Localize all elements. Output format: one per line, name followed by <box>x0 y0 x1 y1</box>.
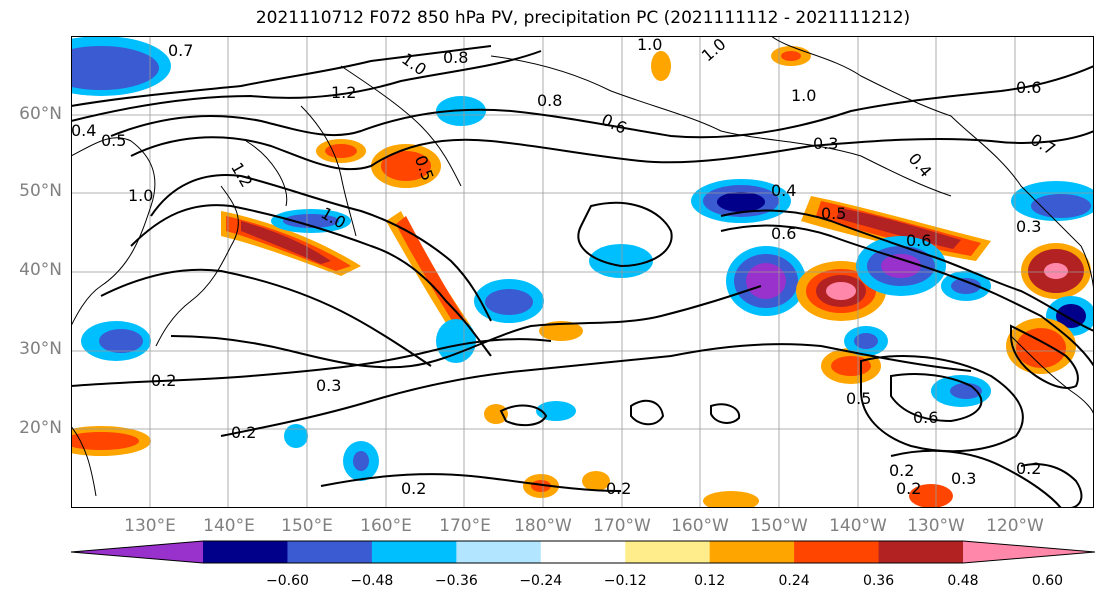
contour-label: 0.3 <box>316 376 341 395</box>
lon-label-120w: 120°W <box>986 516 1044 536</box>
contour-label: 0.2 <box>896 479 921 498</box>
lon-label-130e: 130°E <box>124 516 176 536</box>
lon-label-150e: 150°E <box>281 516 333 536</box>
contour-label: 1.2 <box>331 83 356 102</box>
lon-label-130w: 130°W <box>907 516 965 536</box>
colorbar-swatch <box>709 541 795 563</box>
contour-label: 0.4 <box>771 181 796 200</box>
contour-label: 0.3 <box>813 134 838 153</box>
lat-label-30n: 30°N <box>19 339 62 359</box>
colorbar-extend-high <box>963 541 1095 563</box>
lon-label-170e: 170°E <box>439 516 491 536</box>
contour-label: 0.3 <box>951 469 976 488</box>
contour-label: 1.0 <box>637 36 662 54</box>
contour-label: 0.5 <box>821 204 846 223</box>
colorbar-swatch <box>287 541 373 563</box>
lon-label-180w: 180°W <box>514 516 572 536</box>
colorbar-swatch <box>540 541 626 563</box>
colorbar-tick-label: −0.36 <box>434 573 478 589</box>
colorbar-swatch <box>371 541 457 563</box>
map-panel: 0.7 1.0 0.8 1.0 1.0 1.2 1.0 0.8 0.6 0.4 … <box>71 36 1094 508</box>
contour-label: 0.8 <box>537 91 562 110</box>
colorbar-tick-label: −0.60 <box>265 573 309 589</box>
coastlines <box>71 36 1094 497</box>
lat-label-40n: 40°N <box>19 260 62 280</box>
figure-title: 2021110712 F072 850 hPa PV, precipitatio… <box>255 8 911 28</box>
lon-label-160e: 160°E <box>360 516 412 536</box>
contour-label: 0.2 <box>889 461 914 480</box>
colorbar-swatch <box>794 541 880 563</box>
colorbar-tick-label: 0.12 <box>694 573 726 589</box>
contour-label: 0.2 <box>151 371 176 390</box>
colorbar-tick-label: −0.48 <box>350 573 394 589</box>
contour-labels: 0.7 1.0 0.8 1.0 1.0 1.2 1.0 0.8 0.6 0.4 … <box>71 36 1059 498</box>
colorbar-swatch <box>203 541 288 563</box>
colorbar-extend-low <box>71 541 203 563</box>
contour-label: 0.4 <box>71 121 96 140</box>
contour-label: 0.7 <box>168 41 193 60</box>
contour-label: 0.6 <box>913 408 938 427</box>
pv-contours <box>71 45 1094 508</box>
lon-label-150w: 150°W <box>750 516 808 536</box>
contour-label: 1.0 <box>791 86 816 105</box>
contour-label: 0.5 <box>846 389 871 408</box>
contour-label: 0.6 <box>771 224 796 243</box>
contour-label: 0.2 <box>1016 459 1041 478</box>
lat-label-50n: 50°N <box>19 181 62 201</box>
colorbar <box>70 540 1096 564</box>
shaded-anomalies <box>71 36 1094 508</box>
contour-label: 0.6 <box>906 231 931 250</box>
colorbar-swatch <box>625 541 711 563</box>
colorbar-tick-label: −0.12 <box>603 573 647 589</box>
colorbar-swatch <box>456 541 542 563</box>
contour-label: 0.3 <box>1016 217 1041 236</box>
colorbar-tick-label: 0.24 <box>778 573 810 589</box>
contour-label: 0.8 <box>443 48 468 67</box>
contour-label: 0.2 <box>231 423 256 442</box>
contour-label: 0.2 <box>401 479 426 498</box>
contour-label: 0.5 <box>101 131 126 150</box>
contour-label: 1.0 <box>128 186 153 205</box>
colorbar-tick-label: 0.60 <box>1031 573 1064 589</box>
colorbar-tick-label: 0.36 <box>862 573 895 589</box>
lat-label-20n: 20°N <box>19 418 62 438</box>
lon-label-140w: 140°W <box>829 516 887 536</box>
lat-label-60n: 60°N <box>19 104 62 124</box>
colorbar-tick-label: −0.24 <box>519 573 563 589</box>
contour-label: 0.6 <box>1016 78 1041 97</box>
colorbar-tick-label: 0.48 <box>947 573 979 589</box>
lon-label-170w: 170°W <box>593 516 651 536</box>
colorbar-swatch <box>878 541 964 563</box>
lon-label-140e: 140°E <box>203 516 255 536</box>
contour-label: 0.2 <box>606 479 631 498</box>
lon-label-160w: 160°W <box>671 516 729 536</box>
